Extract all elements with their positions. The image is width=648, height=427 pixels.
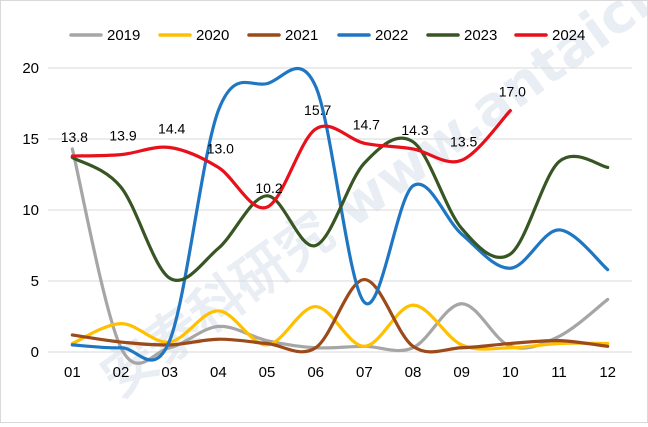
y-tick-label: 0 xyxy=(31,344,39,361)
legend-label: 2023 xyxy=(464,27,497,44)
data-label: 17.0 xyxy=(499,84,526,100)
data-label: 13.0 xyxy=(207,140,234,156)
x-axis-ticks: 01 02 03 04 05 06 07 08 09 10 11 12 xyxy=(64,364,616,381)
data-label: 14.7 xyxy=(353,116,380,132)
legend-label: 2020 xyxy=(196,27,229,44)
y-tick-label: 20 xyxy=(22,60,39,77)
x-tick-label: 07 xyxy=(356,364,373,381)
data-label: 14.4 xyxy=(158,121,185,137)
x-tick-label: 11 xyxy=(551,364,567,381)
x-tick-label: 08 xyxy=(405,364,422,381)
legend: 2019 2020 2021 2022 2023 2024 xyxy=(69,27,585,44)
data-label: 13.5 xyxy=(450,133,477,149)
series-line-2024 xyxy=(70,109,512,210)
data-label: 15.7 xyxy=(304,102,331,118)
data-labels: 13.8 13.9 14.4 13.0 10.2 15.7 14.7 14.3 13.5 17.0 xyxy=(61,84,526,197)
legend-label: 2021 xyxy=(285,27,318,44)
y-tick-label: 10 xyxy=(22,202,39,219)
legend-label: 2022 xyxy=(375,27,408,44)
x-tick-label: 09 xyxy=(453,364,470,381)
series-lines xyxy=(70,66,610,365)
x-tick-label: 05 xyxy=(259,364,276,381)
y-axis-ticks: 0 5 10 15 20 xyxy=(22,60,39,361)
series-line-2021 xyxy=(70,277,610,354)
series-line-2023 xyxy=(70,136,610,282)
y-tick-label: 5 xyxy=(31,273,39,290)
x-tick-label: 10 xyxy=(502,364,519,381)
series-line-2022 xyxy=(70,66,610,362)
data-label: 10.2 xyxy=(255,180,282,196)
data-label: 14.3 xyxy=(401,122,428,138)
legend-label: 2024 xyxy=(552,27,585,44)
x-tick-label: 04 xyxy=(210,364,227,381)
data-label: 13.9 xyxy=(109,128,136,144)
x-tick-label: 12 xyxy=(599,364,616,381)
data-label: 13.8 xyxy=(61,129,88,145)
x-tick-label: 03 xyxy=(161,364,178,381)
y-tick-label: 15 xyxy=(22,131,39,148)
legend-label: 2019 xyxy=(107,27,140,44)
x-tick-label: 06 xyxy=(307,364,324,381)
x-tick-label: 01 xyxy=(64,364,81,381)
x-tick-label: 02 xyxy=(113,364,130,381)
